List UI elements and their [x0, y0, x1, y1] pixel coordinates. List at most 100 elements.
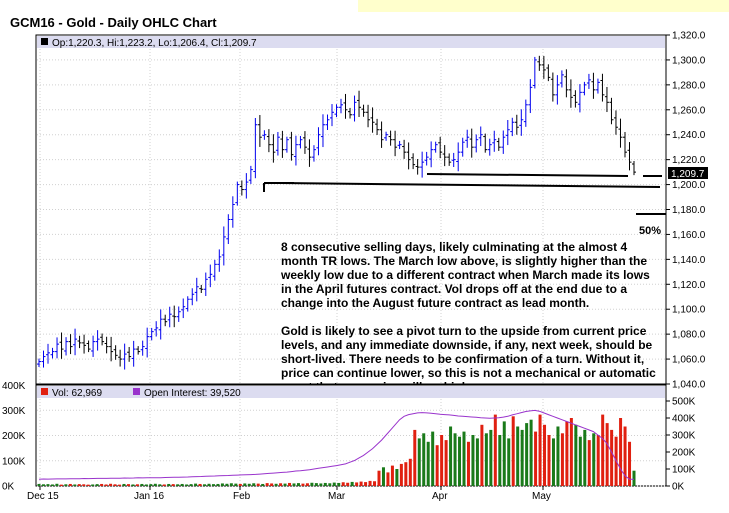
ohlc-bar: [357, 90, 362, 118]
volume-bar: [189, 484, 193, 486]
volume-bar: [328, 483, 332, 486]
date-tick-label: Jan 16: [134, 491, 164, 502]
ohlc-bar: [627, 142, 632, 171]
volume-bar: [323, 482, 327, 486]
volume-bar: [628, 441, 632, 486]
ohlc-bar: [253, 118, 258, 179]
volume-bar: [404, 462, 408, 486]
volume-bar: [220, 483, 224, 486]
ohlc-bar: [622, 131, 627, 158]
commentary-line: month TR lows. The March low above, is s…: [281, 254, 647, 268]
volume-bar: [543, 424, 547, 486]
volume-bar: [207, 483, 211, 486]
volume-bar: [373, 481, 377, 486]
volume-bar: [587, 440, 591, 486]
volume-right-tick-label: 100K: [672, 465, 696, 476]
volume-bar: [252, 483, 256, 486]
volume-bar: [475, 438, 479, 486]
volume-bar: [471, 435, 475, 486]
vol-legend-swatch: [41, 388, 48, 395]
volume-bar: [426, 441, 430, 486]
ohlc-bar: [235, 181, 240, 206]
ohlc-bar: [451, 152, 456, 167]
ohlc-bar: [478, 126, 483, 147]
volume-bar: [59, 484, 63, 486]
ohlc-bar: [523, 99, 528, 127]
volume-bar: [529, 419, 533, 486]
volume-bar: [632, 470, 636, 486]
volume-bar: [68, 483, 72, 486]
ohlc-bar: [632, 161, 636, 176]
volume-bar: [91, 484, 95, 486]
ohlc-bar: [438, 136, 443, 159]
ohlc-bar: [64, 337, 69, 356]
ohlc-bar: [194, 277, 199, 302]
volume-bar: [332, 482, 336, 486]
ohlc-bar: [37, 358, 41, 368]
price-gridlines: [37, 49, 665, 384]
volume-bar: [153, 483, 157, 486]
ohlc-bar: [199, 284, 204, 294]
vol-axis-label: 400K: [2, 381, 26, 392]
volume-bar: [498, 435, 502, 486]
commentary-line: Gold is likely to see a pivot turn to th…: [281, 324, 647, 338]
ohlc-bar: [86, 340, 91, 353]
ohlc-bar: [113, 345, 118, 360]
chart-title: GCM16 - Gold - Daily OHLC Chart: [10, 15, 217, 30]
volume-bar: [511, 416, 515, 486]
volume-left-tick-label: 100K: [2, 456, 26, 467]
volume-bar: [86, 484, 90, 486]
ohlc-bar: [55, 337, 60, 359]
ohlc-bar: [528, 79, 533, 114]
ohlc-bar: [537, 55, 542, 71]
volume-bar: [265, 483, 269, 486]
ohlc-bar: [190, 288, 195, 306]
price-tick-label: 1,180.0: [672, 205, 706, 216]
ohlc-bar: [176, 306, 181, 322]
ohlc-bar: [140, 340, 145, 356]
volume-bar: [270, 483, 274, 486]
vol-legend-label: Vol: 62,969: [52, 388, 102, 399]
ohlc-bar: [262, 130, 267, 140]
volume-bar: [489, 429, 493, 486]
price-tick-label: 1,320.0: [672, 31, 706, 42]
volume-bar: [82, 484, 86, 486]
ohlc-bar: [311, 145, 316, 162]
ohlc-bar: [447, 153, 452, 166]
date-tick-label: Feb: [233, 491, 251, 502]
volume-bar: [305, 483, 309, 486]
open-interest-line: [38, 409, 635, 480]
ohlc-bar: [136, 346, 141, 355]
ohlc-bar: [456, 142, 461, 172]
volume-bar: [292, 483, 296, 486]
ohlc-bar: [469, 128, 474, 158]
volume-bar: [341, 482, 345, 486]
volume-bar: [422, 433, 426, 486]
ohlc-bar: [208, 264, 213, 288]
ohlc-bar: [118, 349, 123, 367]
volume-bar: [440, 435, 444, 486]
ohlc-bar: [95, 330, 100, 351]
ohlc-bar: [361, 104, 366, 117]
ohlc-bar: [181, 298, 186, 319]
ohlc-bar: [496, 137, 501, 151]
price-tick-label: 1,220.0: [672, 155, 706, 166]
ohlc-bar: [109, 336, 114, 362]
ohlc-legend-label: Op:1,220.3, Hi:1,223.2, Lo:1,206.4, Cl:1…: [52, 38, 257, 49]
ohlc-bar: [510, 117, 515, 137]
volume-bar: [525, 423, 529, 486]
commentary-line: price can continue lower, so this is not…: [281, 366, 656, 380]
volume-bar: [560, 433, 564, 486]
ohlc-bar: [483, 133, 488, 153]
ohlc-bar: [158, 309, 163, 340]
volume-bar: [556, 426, 560, 486]
volume-bar: [583, 429, 587, 486]
ohlc-bar: [217, 249, 222, 272]
ohlc-bar: [307, 139, 312, 167]
ohlc-bar: [68, 334, 73, 355]
volume-bar: [37, 483, 41, 486]
price-tick-label: 1,200.0: [672, 180, 706, 191]
price-tick-label: 1,240.0: [672, 130, 706, 141]
volume-bar: [502, 421, 506, 486]
